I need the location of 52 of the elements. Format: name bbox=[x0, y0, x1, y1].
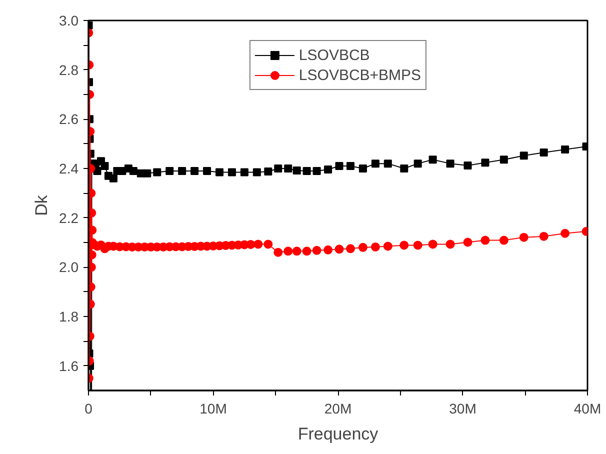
point bbox=[312, 166, 321, 175]
point bbox=[292, 166, 301, 174]
y-tick-label: 1.8 bbox=[59, 308, 79, 324]
y-tick-label: 2.4 bbox=[59, 160, 79, 176]
point bbox=[166, 166, 174, 175]
point bbox=[335, 162, 344, 170]
point bbox=[143, 169, 152, 178]
y-axis-title: Dk bbox=[32, 194, 52, 216]
point bbox=[215, 168, 224, 176]
point bbox=[252, 168, 261, 176]
point bbox=[240, 168, 248, 176]
point bbox=[500, 156, 508, 164]
point bbox=[324, 165, 332, 174]
point bbox=[446, 160, 454, 168]
x-tick-label: 10M bbox=[200, 400, 227, 416]
point bbox=[129, 166, 138, 175]
point bbox=[464, 162, 472, 170]
point bbox=[520, 152, 528, 160]
point bbox=[228, 168, 236, 176]
legend-label: LSOVBCB bbox=[298, 46, 370, 64]
point bbox=[414, 160, 422, 168]
point bbox=[346, 162, 354, 170]
point bbox=[178, 166, 186, 175]
point bbox=[428, 156, 437, 164]
point bbox=[109, 174, 118, 182]
y-tick-label: 1.6 bbox=[59, 358, 79, 374]
point bbox=[358, 164, 367, 172]
y-tick-label: 2.8 bbox=[59, 62, 79, 78]
point bbox=[264, 167, 272, 176]
point bbox=[284, 164, 292, 172]
point bbox=[540, 148, 548, 156]
y-tick-label: 2.6 bbox=[59, 111, 79, 128]
legend-label: LSOVBCB+BMPS bbox=[298, 66, 422, 84]
point bbox=[561, 146, 570, 154]
y-tick-label: 2.0 bbox=[59, 259, 79, 276]
x-tick-label: 40M bbox=[574, 400, 602, 416]
point bbox=[400, 164, 408, 172]
y-tick-label: 3.0 bbox=[59, 12, 79, 28]
x-tick-label: 20M bbox=[324, 400, 352, 416]
point bbox=[100, 162, 109, 170]
x-axis-title: Frequency bbox=[298, 424, 379, 444]
point bbox=[153, 168, 162, 176]
point bbox=[384, 160, 392, 168]
point bbox=[371, 160, 380, 168]
point bbox=[190, 166, 199, 175]
x-tick-label: 0 bbox=[84, 400, 93, 416]
point bbox=[481, 158, 490, 167]
point bbox=[302, 166, 311, 175]
point bbox=[274, 164, 282, 172]
y-tick-label: 2.2 bbox=[59, 210, 79, 226]
x-tick-label: 30M bbox=[449, 400, 476, 416]
point bbox=[203, 166, 212, 175]
